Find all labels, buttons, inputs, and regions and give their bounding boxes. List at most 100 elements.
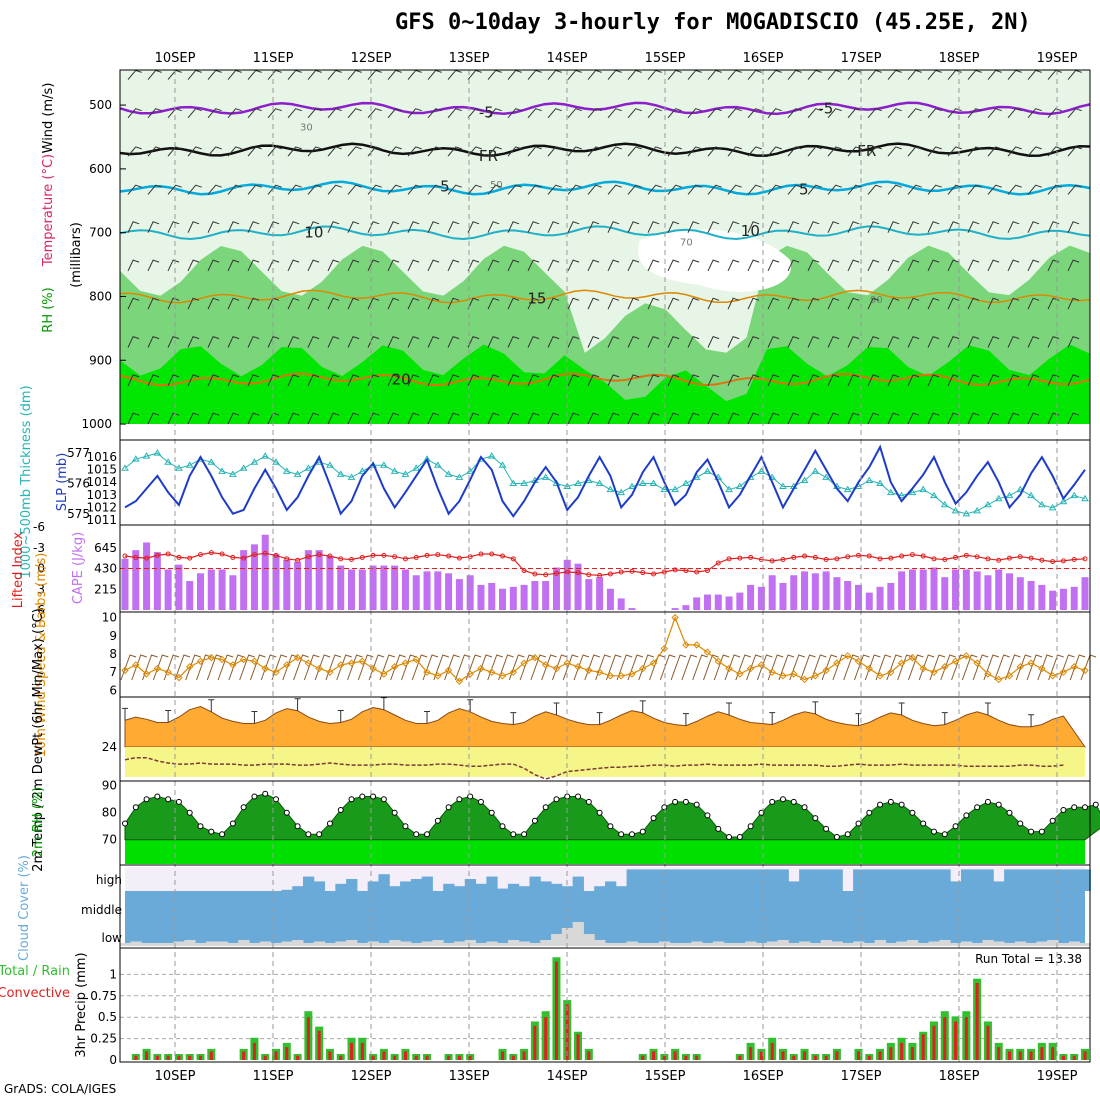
rh2m-point — [434, 817, 441, 824]
wind-barb — [767, 146, 782, 157]
wind-barb — [347, 259, 360, 272]
wind-barb — [207, 108, 222, 119]
wind-barb — [547, 297, 560, 310]
date-top-10SEP: 10SEP — [155, 51, 196, 66]
cape-bar — [757, 586, 765, 610]
thickness-point — [282, 467, 291, 474]
lifted-index-point — [467, 554, 473, 560]
wind-barb — [727, 374, 740, 386]
cloud-level-middle: middle — [81, 903, 122, 917]
lifted-index-point — [543, 572, 549, 578]
cloud-low-bar — [227, 943, 239, 946]
lifted-index-point — [726, 556, 732, 562]
wind-barb — [1047, 335, 1060, 348]
wind-barb — [407, 184, 422, 195]
wind10m-point — [283, 661, 291, 669]
precip-conv-bar — [382, 1051, 386, 1060]
wind-barb — [507, 297, 520, 310]
cloud-high-bar — [443, 883, 455, 891]
wind10m-barb — [508, 654, 525, 681]
cape-bar — [628, 608, 636, 610]
rh2m-point — [715, 825, 722, 832]
cloud-low-bar — [971, 943, 984, 946]
thickness-point — [520, 479, 528, 486]
temp-errorbar — [251, 711, 258, 724]
cape-bar — [725, 596, 733, 610]
li-tick-3: 3 — [37, 582, 45, 596]
lifted-index-point — [230, 554, 236, 560]
wind10m-barb — [1080, 654, 1097, 681]
cape-bar — [283, 559, 291, 610]
thickness-point — [304, 464, 313, 471]
wind-barb — [127, 335, 140, 348]
precip-conv-bar — [199, 1055, 203, 1060]
cloud-high-bar — [464, 879, 477, 891]
cape-bar — [1005, 573, 1013, 610]
wind10m-point — [617, 672, 625, 680]
cloud-low-bar — [281, 941, 293, 946]
rh2m-point — [693, 801, 700, 808]
precip-conv-bar — [878, 1051, 882, 1060]
cape-bar — [294, 561, 302, 610]
precip-conv-bar — [889, 1047, 893, 1060]
cape-bar — [186, 581, 194, 610]
wind10m-point — [714, 657, 722, 665]
lifted-index-point — [985, 556, 991, 562]
wind-barb — [907, 108, 922, 119]
cape-bar — [455, 579, 463, 610]
wind-barb — [987, 297, 1000, 310]
wind10m-barb — [961, 654, 978, 681]
wind-barb — [947, 412, 960, 425]
wind10m-point — [196, 657, 205, 665]
cape-bar — [423, 571, 431, 610]
wind-barb — [467, 259, 480, 272]
wind10m-point — [1070, 663, 1078, 671]
wind-barb — [207, 297, 220, 310]
wind10m-barb — [756, 654, 773, 681]
wind-barb — [1067, 412, 1080, 425]
temp-errorbar — [337, 709, 344, 723]
lifted-index-point — [187, 555, 193, 561]
cloud-low-bar — [335, 941, 347, 946]
cloud-low-bar — [950, 943, 962, 946]
wind-barb — [227, 412, 240, 425]
precip-conv-bar — [1051, 1047, 1055, 1060]
upper-ytick-900: 900 — [89, 353, 112, 367]
rh2m-point — [1017, 820, 1024, 827]
wind-barb — [627, 108, 642, 119]
cloud-low-bar — [529, 943, 541, 946]
wind-barb — [687, 108, 702, 119]
cloud-high-bar — [766, 869, 779, 891]
cloud-low-bar — [605, 943, 617, 946]
cloud-ylabel: Cloud Cover (%) — [17, 855, 32, 961]
wind-barb — [287, 146, 302, 157]
rh-base-area — [125, 839, 1085, 864]
temp-contour-5 — [119, 180, 1091, 196]
wind10m-point — [649, 659, 658, 667]
precip-conv-bar — [166, 1055, 170, 1060]
cloud-low-bar — [896, 941, 908, 946]
wind10m-barb — [972, 654, 989, 681]
wind-barb — [867, 297, 880, 310]
lifted-index-point — [1028, 555, 1034, 561]
wind10m-barb — [649, 654, 665, 681]
lifted-index-point — [597, 572, 603, 578]
cape-bar — [1059, 588, 1067, 610]
upper-legend-1: Temperature (°C) — [41, 154, 56, 267]
wind-barb — [407, 412, 420, 425]
wind10m-point — [358, 657, 367, 665]
cloud-low-bar — [410, 943, 423, 946]
precip-conv-bar — [781, 1051, 785, 1060]
wind-barb — [867, 146, 882, 157]
cloud-high-bar — [712, 869, 725, 891]
precip-conv-bar — [824, 1055, 828, 1060]
precip-conv-bar — [134, 1055, 138, 1060]
rh2m-point — [1082, 804, 1088, 811]
cloud-high-bar — [831, 869, 843, 891]
wind10m-barb — [530, 654, 547, 681]
lifted-index-point — [424, 552, 430, 558]
cloud-low-bar — [518, 941, 530, 946]
wind-barb — [187, 221, 200, 233]
wind-barb — [327, 108, 342, 119]
lifted-index-point — [262, 550, 268, 556]
